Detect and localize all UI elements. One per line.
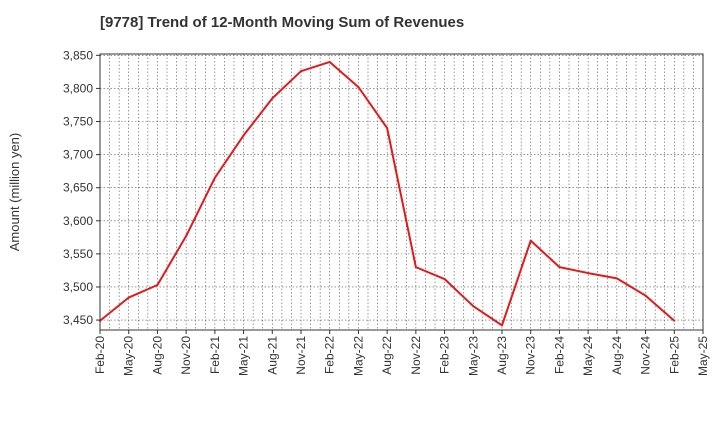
x-tick-label: Nov-23 [524,336,538,375]
x-tick-label: May-20 [122,336,136,376]
x-tick-label: May-25 [696,336,710,376]
data-point [644,294,647,297]
data-point [414,266,417,269]
data-point [587,272,590,275]
x-tick-label: Feb-21 [208,336,222,374]
data-point [271,97,274,100]
x-tick-label: Aug-21 [265,336,279,375]
y-tick-label: 3,450 [63,313,93,327]
y-tick-label: 3,850 [63,48,93,62]
series-group [99,60,676,327]
x-tick-label: May-21 [237,336,251,376]
data-point [185,235,188,238]
data-point [242,134,245,137]
y-tick-label: 3,500 [63,280,93,294]
data-point [673,319,676,322]
plot-area [100,54,703,330]
data-point [472,305,475,308]
x-tick-label: Feb-20 [93,336,107,374]
data-point [328,60,331,63]
y-tick-label: 3,750 [63,115,93,129]
x-tick-label: Feb-24 [552,336,566,374]
y-tick-label: 3,650 [63,181,93,195]
chart-title: [9778] Trend of 12-Month Moving Sum of R… [100,14,465,31]
plot-frame [99,53,704,331]
data-point [558,266,561,269]
data-point [156,283,159,286]
x-tick-label: Nov-24 [639,336,653,375]
data-point [300,70,302,73]
x-tick-label: Feb-25 [667,336,681,374]
x-tick-label: Aug-20 [150,336,164,375]
y-tick-label: 3,550 [63,247,93,261]
y-tick-label: 3,700 [63,148,93,162]
x-tick-label: Nov-22 [409,336,423,375]
x-tick-label: Nov-21 [294,336,308,375]
y-tick-label: 3,600 [63,214,93,228]
x-axis-ticks: Feb-20 May-20 Aug-20 Nov-20 Feb-21 May-21 Aug-… [93,330,710,376]
x-tick-label: May-22 [351,336,365,376]
data-point [443,278,446,281]
x-tick-label: Aug-24 [610,336,624,375]
data-point [386,127,389,130]
x-tick-label: Feb-22 [323,336,337,374]
data-point [213,176,216,179]
x-tick-label: Feb-23 [438,336,452,374]
x-tick-label: May-24 [581,336,595,376]
y-axis-title: Amount (million yen) [7,133,22,252]
data-point [615,277,618,280]
x-tick-label: May-23 [466,336,480,376]
data-point [357,86,360,89]
x-tick-label: Aug-23 [495,336,509,375]
data-point [127,296,130,299]
gridlines [100,54,703,330]
data-point [501,324,503,327]
x-tick-label: Nov-20 [179,336,193,375]
data-point [529,239,532,242]
x-tick-label: Aug-22 [380,336,394,375]
y-tick-label: 3,800 [63,81,93,95]
y-axis-ticks: 3,450 3,500 3,550 3,600 3,650 3,700 3,750 3,800… [63,48,100,327]
